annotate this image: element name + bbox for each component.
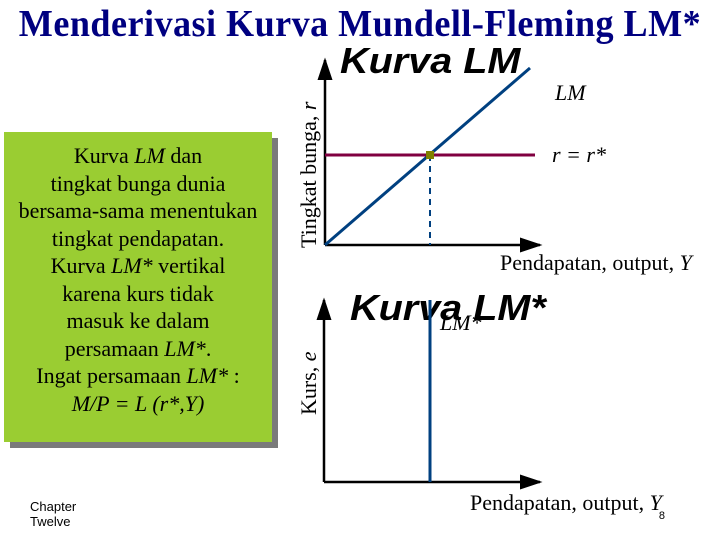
desc-line: tingkat bunga dunia [8,170,268,198]
desc-line: persamaan LM*. [8,335,268,363]
lmstar-label: LM* [440,310,482,336]
t: LM* [187,363,229,388]
desc-line: Kurva LM dan [8,142,268,170]
rr-label: r = r* [552,142,606,168]
desc-line: Ingat persamaan LM* : [8,362,268,390]
t: LM* [111,253,153,278]
t: Kurva [51,253,111,278]
chapter-l1: Chapter [30,499,76,515]
t: dan [165,143,202,168]
t: vertikal [153,253,226,278]
top-xaxis-label: Pendapatan, output, Y [500,250,692,276]
top-yaxis-label: Tingkat bunga, r [296,102,322,248]
description-box: Kurva LM dan tingkat bunga dunia bersama… [4,132,272,442]
lm-label: LM [555,80,586,106]
t: Y [680,250,692,275]
desc-line: M/P = L (r*,Y) [8,390,268,418]
desc-line: bersama-sama menentukan [8,197,268,225]
t: Pendapatan, output, [500,250,680,275]
desc-line: karena kurs tidak [8,280,268,308]
t: e [296,351,321,361]
t: Kurs, [296,361,321,415]
t: LM* [164,336,206,361]
bottom-xaxis-label: Pendapatan, output, Y [470,490,662,516]
desc-line: masuk ke dalam [8,307,268,335]
chapter-label: Chapter Twelve [30,499,76,530]
t: Ingat persamaan [36,363,186,388]
desc-line: Kurva LM* vertikal [8,252,268,280]
t: r [296,102,321,111]
t: . [206,336,212,361]
t: Pendapatan, output, [470,490,650,515]
t: persamaan [65,336,165,361]
t: Tingkat bunga, [296,110,321,248]
chapter-l2: Twelve [30,514,76,530]
t: Y [650,490,662,515]
top-chart-title: Kurva LM [340,40,520,82]
bottom-yaxis-label: Kurs, e [296,351,322,415]
t: : [228,363,240,388]
t: Kurva [74,143,134,168]
t: LM [134,143,165,168]
desc-line: tingkat pendapatan. [8,225,268,253]
